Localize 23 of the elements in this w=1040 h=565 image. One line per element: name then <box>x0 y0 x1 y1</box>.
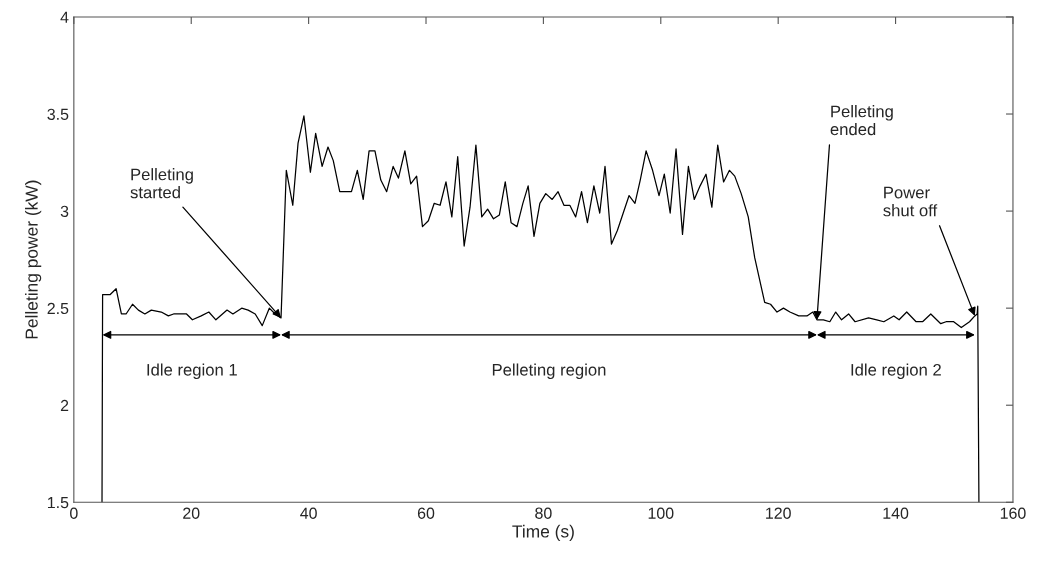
y-tick-label: 2 <box>60 399 69 412</box>
annotation: Power shut off <box>883 186 938 217</box>
annotation: Idle region 1 <box>147 363 237 380</box>
annotation: Pelleting started <box>130 168 193 199</box>
annotation: Idle region 2 <box>851 363 941 380</box>
x-tick-label: 60 <box>417 507 435 519</box>
y-tick-label: 3 <box>60 205 69 218</box>
x-tick-label: 140 <box>883 507 909 519</box>
x-tick-label: 160 <box>1000 507 1026 519</box>
x-tick-label: 100 <box>648 507 674 519</box>
annotation: Pelleting ended <box>830 105 893 136</box>
x-tick-label: 80 <box>535 507 552 519</box>
y-tick-label: 1.5 <box>48 497 69 509</box>
x-axis-title: Time (s) <box>512 524 574 541</box>
y-tick-label: 2.5 <box>47 302 69 315</box>
y-tick-label: 3.5 <box>47 108 69 120</box>
x-tick-label: 20 <box>183 507 200 519</box>
x-tick-label: 40 <box>300 507 317 519</box>
annotation: Pelleting region <box>492 363 606 380</box>
y-axis-title: Pelleting power (kW) <box>25 180 42 339</box>
y-tick-label: 4 <box>60 11 69 23</box>
x-tick-label: 120 <box>766 507 791 519</box>
x-tick-label: 0 <box>70 507 78 519</box>
